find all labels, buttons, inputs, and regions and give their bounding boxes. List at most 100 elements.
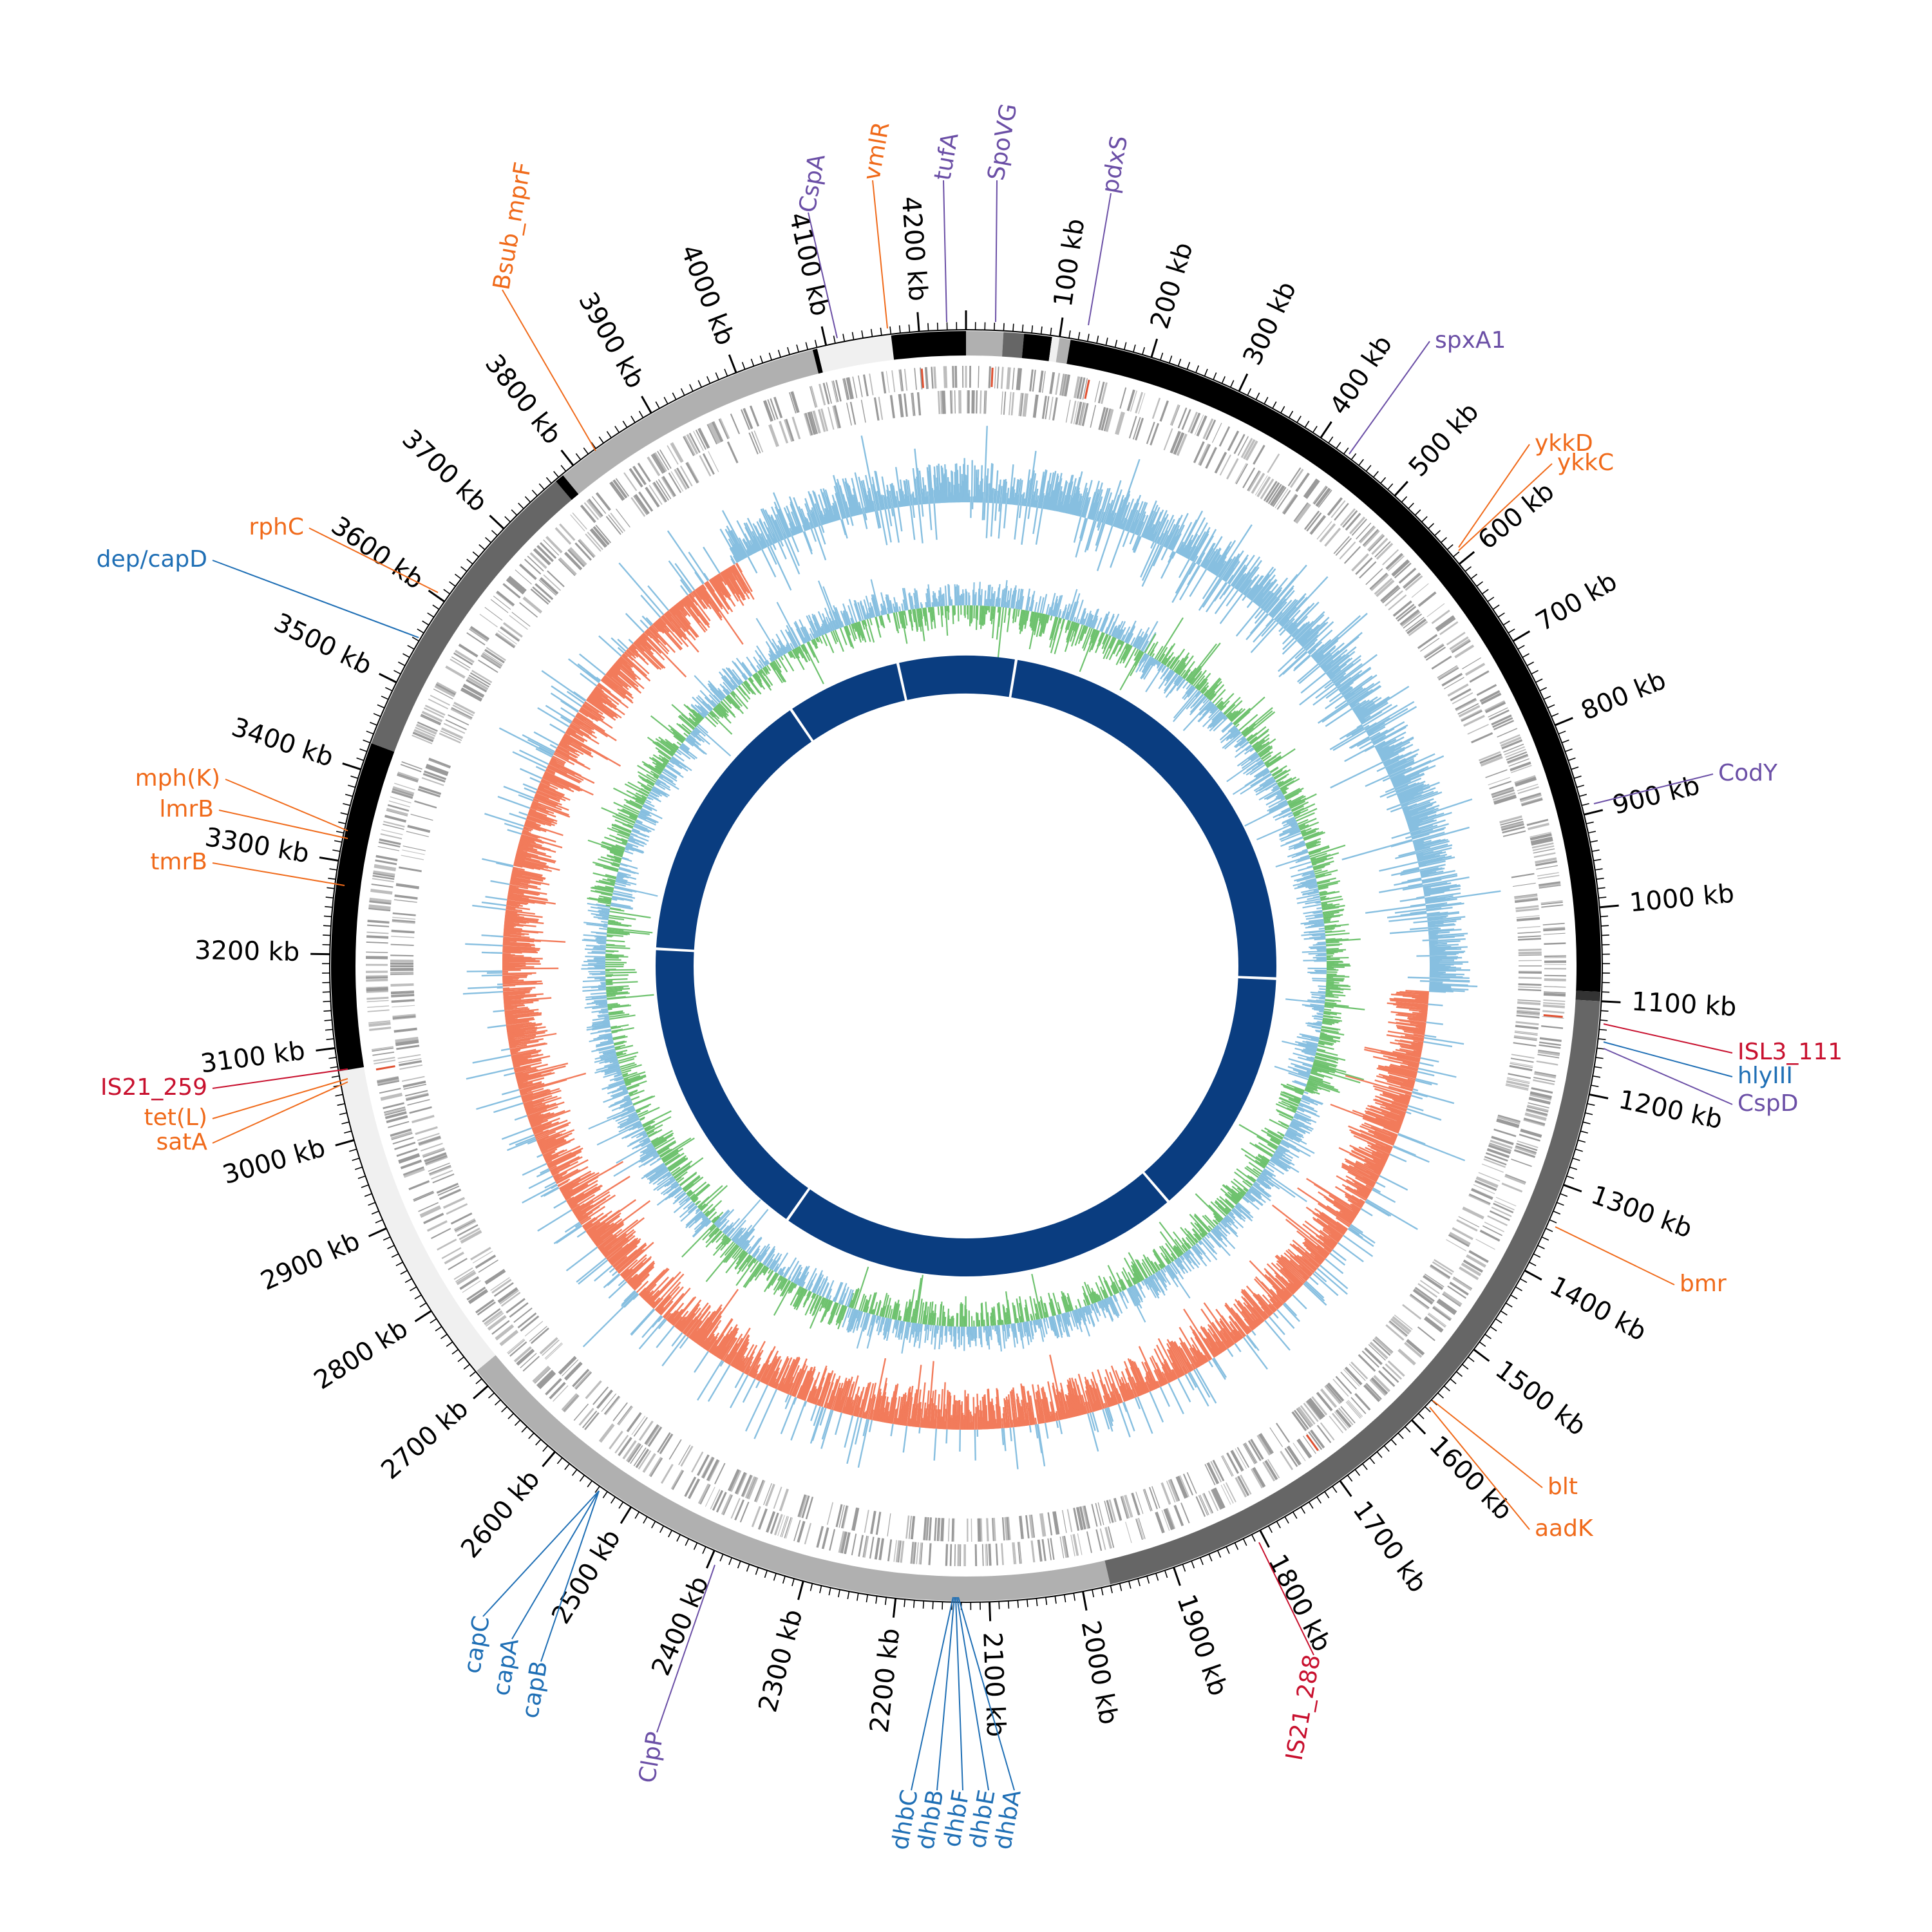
gc-bar	[1401, 1065, 1418, 1071]
gc-bar	[1202, 1327, 1222, 1354]
gc-bar	[1376, 738, 1397, 751]
feature-bar	[1517, 1007, 1540, 1010]
gc-bar	[1144, 1376, 1152, 1392]
gc-bar	[849, 516, 854, 526]
gc-bar	[1072, 491, 1081, 515]
gc-bar	[1217, 524, 1253, 578]
gc-bar	[1402, 798, 1434, 811]
gc-bar	[1372, 1158, 1386, 1166]
feature-bar	[1488, 1143, 1511, 1153]
gc-bar	[1166, 1343, 1185, 1376]
gc-bar	[1399, 1048, 1422, 1054]
gc-bar	[1356, 1189, 1369, 1198]
gc-bar	[1333, 675, 1345, 685]
feature-bar	[683, 436, 695, 457]
gc-bar	[1092, 502, 1099, 520]
feature-bar	[790, 392, 798, 413]
gc-bar	[1420, 871, 1433, 875]
gc-bar	[907, 1397, 913, 1426]
feature-bar	[898, 393, 903, 417]
gc-bar	[1324, 681, 1334, 689]
feature-bar	[978, 366, 980, 388]
feature-bar	[644, 1424, 659, 1445]
feature-bar	[424, 1154, 447, 1163]
gc-bar	[1178, 519, 1198, 554]
feature-bar	[428, 757, 451, 768]
gc-bar	[1276, 1309, 1295, 1329]
gc-bar	[1176, 547, 1180, 554]
gc-bar	[1089, 489, 1100, 520]
gc-bar	[1285, 622, 1294, 631]
gc-bar	[1414, 846, 1425, 850]
gc-bar	[1429, 980, 1470, 983]
gc-bar	[1341, 1212, 1354, 1222]
gc-bar	[1207, 1334, 1221, 1354]
feature-bar	[684, 1476, 697, 1497]
feature-bar	[1247, 1440, 1262, 1461]
gc-bar	[1050, 473, 1059, 511]
feature-bar	[1078, 402, 1084, 426]
gc-bar	[1356, 1160, 1381, 1175]
gc-bar	[1363, 1162, 1382, 1173]
feature-bar	[1494, 1200, 1515, 1211]
feature-bar	[1369, 1341, 1388, 1359]
feature-bar	[1206, 1463, 1218, 1484]
gc-bar	[1113, 498, 1124, 527]
feature-bar	[645, 1425, 660, 1446]
gc-bar	[1417, 851, 1446, 860]
feature-bar	[484, 649, 505, 664]
feature-bar	[564, 1361, 582, 1380]
feature-bar	[1160, 1482, 1171, 1505]
feature-bar	[1434, 1259, 1454, 1273]
feature-bar	[1403, 573, 1421, 589]
feature-bar	[1030, 1540, 1036, 1563]
gc-bar	[1376, 1151, 1389, 1158]
gc-bar	[472, 1054, 511, 1064]
feature-bar	[1108, 1499, 1117, 1522]
gc-bar	[1118, 504, 1128, 529]
gc-bar	[1271, 601, 1287, 619]
feature-bar	[1287, 1445, 1302, 1465]
feature-bar	[770, 1512, 779, 1534]
gc-bar	[1374, 1153, 1388, 1160]
gc-bar	[1311, 652, 1318, 658]
gc-bar	[1052, 482, 1060, 511]
feature-bar	[945, 1544, 949, 1566]
feature-bar	[1462, 1207, 1484, 1220]
feature-bar	[1163, 428, 1173, 451]
feature-bar	[1519, 1133, 1540, 1142]
gc-bar	[1366, 1162, 1383, 1171]
gc-bar	[1356, 696, 1390, 718]
gc-bar	[1219, 1318, 1238, 1343]
gc-bar	[1234, 573, 1247, 589]
gc-bar	[1356, 703, 1376, 717]
feature-bar	[368, 1022, 391, 1027]
feature-bar	[536, 1370, 553, 1387]
feature-bar	[1458, 1216, 1480, 1227]
gc-bar	[1120, 523, 1124, 529]
gc-bar	[1040, 1406, 1045, 1424]
gc-bar	[1359, 715, 1371, 723]
feature-bar	[1120, 1496, 1128, 1519]
feature-bar	[509, 615, 528, 630]
gc-bar	[1400, 1086, 1414, 1091]
gc-bar	[1425, 902, 1448, 907]
feature-bar	[1405, 575, 1423, 591]
feature-bar	[671, 442, 684, 462]
gc-bar	[1261, 577, 1289, 610]
gc-bar	[1155, 1362, 1168, 1385]
gc-bar	[1327, 1224, 1343, 1237]
gc-bar	[1359, 717, 1365, 722]
gc-bar	[1225, 560, 1240, 583]
gc-bar	[1417, 1070, 1435, 1077]
feature-bar	[1492, 717, 1513, 728]
feature-bar	[781, 1516, 789, 1538]
gc-bar	[1269, 587, 1294, 616]
feature-bar	[1178, 1475, 1189, 1498]
gc-bar	[1373, 1099, 1407, 1112]
gc-bar	[1428, 923, 1455, 927]
feature-bar	[1520, 1129, 1542, 1138]
gc-bar	[1292, 1244, 1320, 1267]
gc-bar	[1218, 558, 1233, 578]
feature-bar	[1199, 444, 1211, 466]
